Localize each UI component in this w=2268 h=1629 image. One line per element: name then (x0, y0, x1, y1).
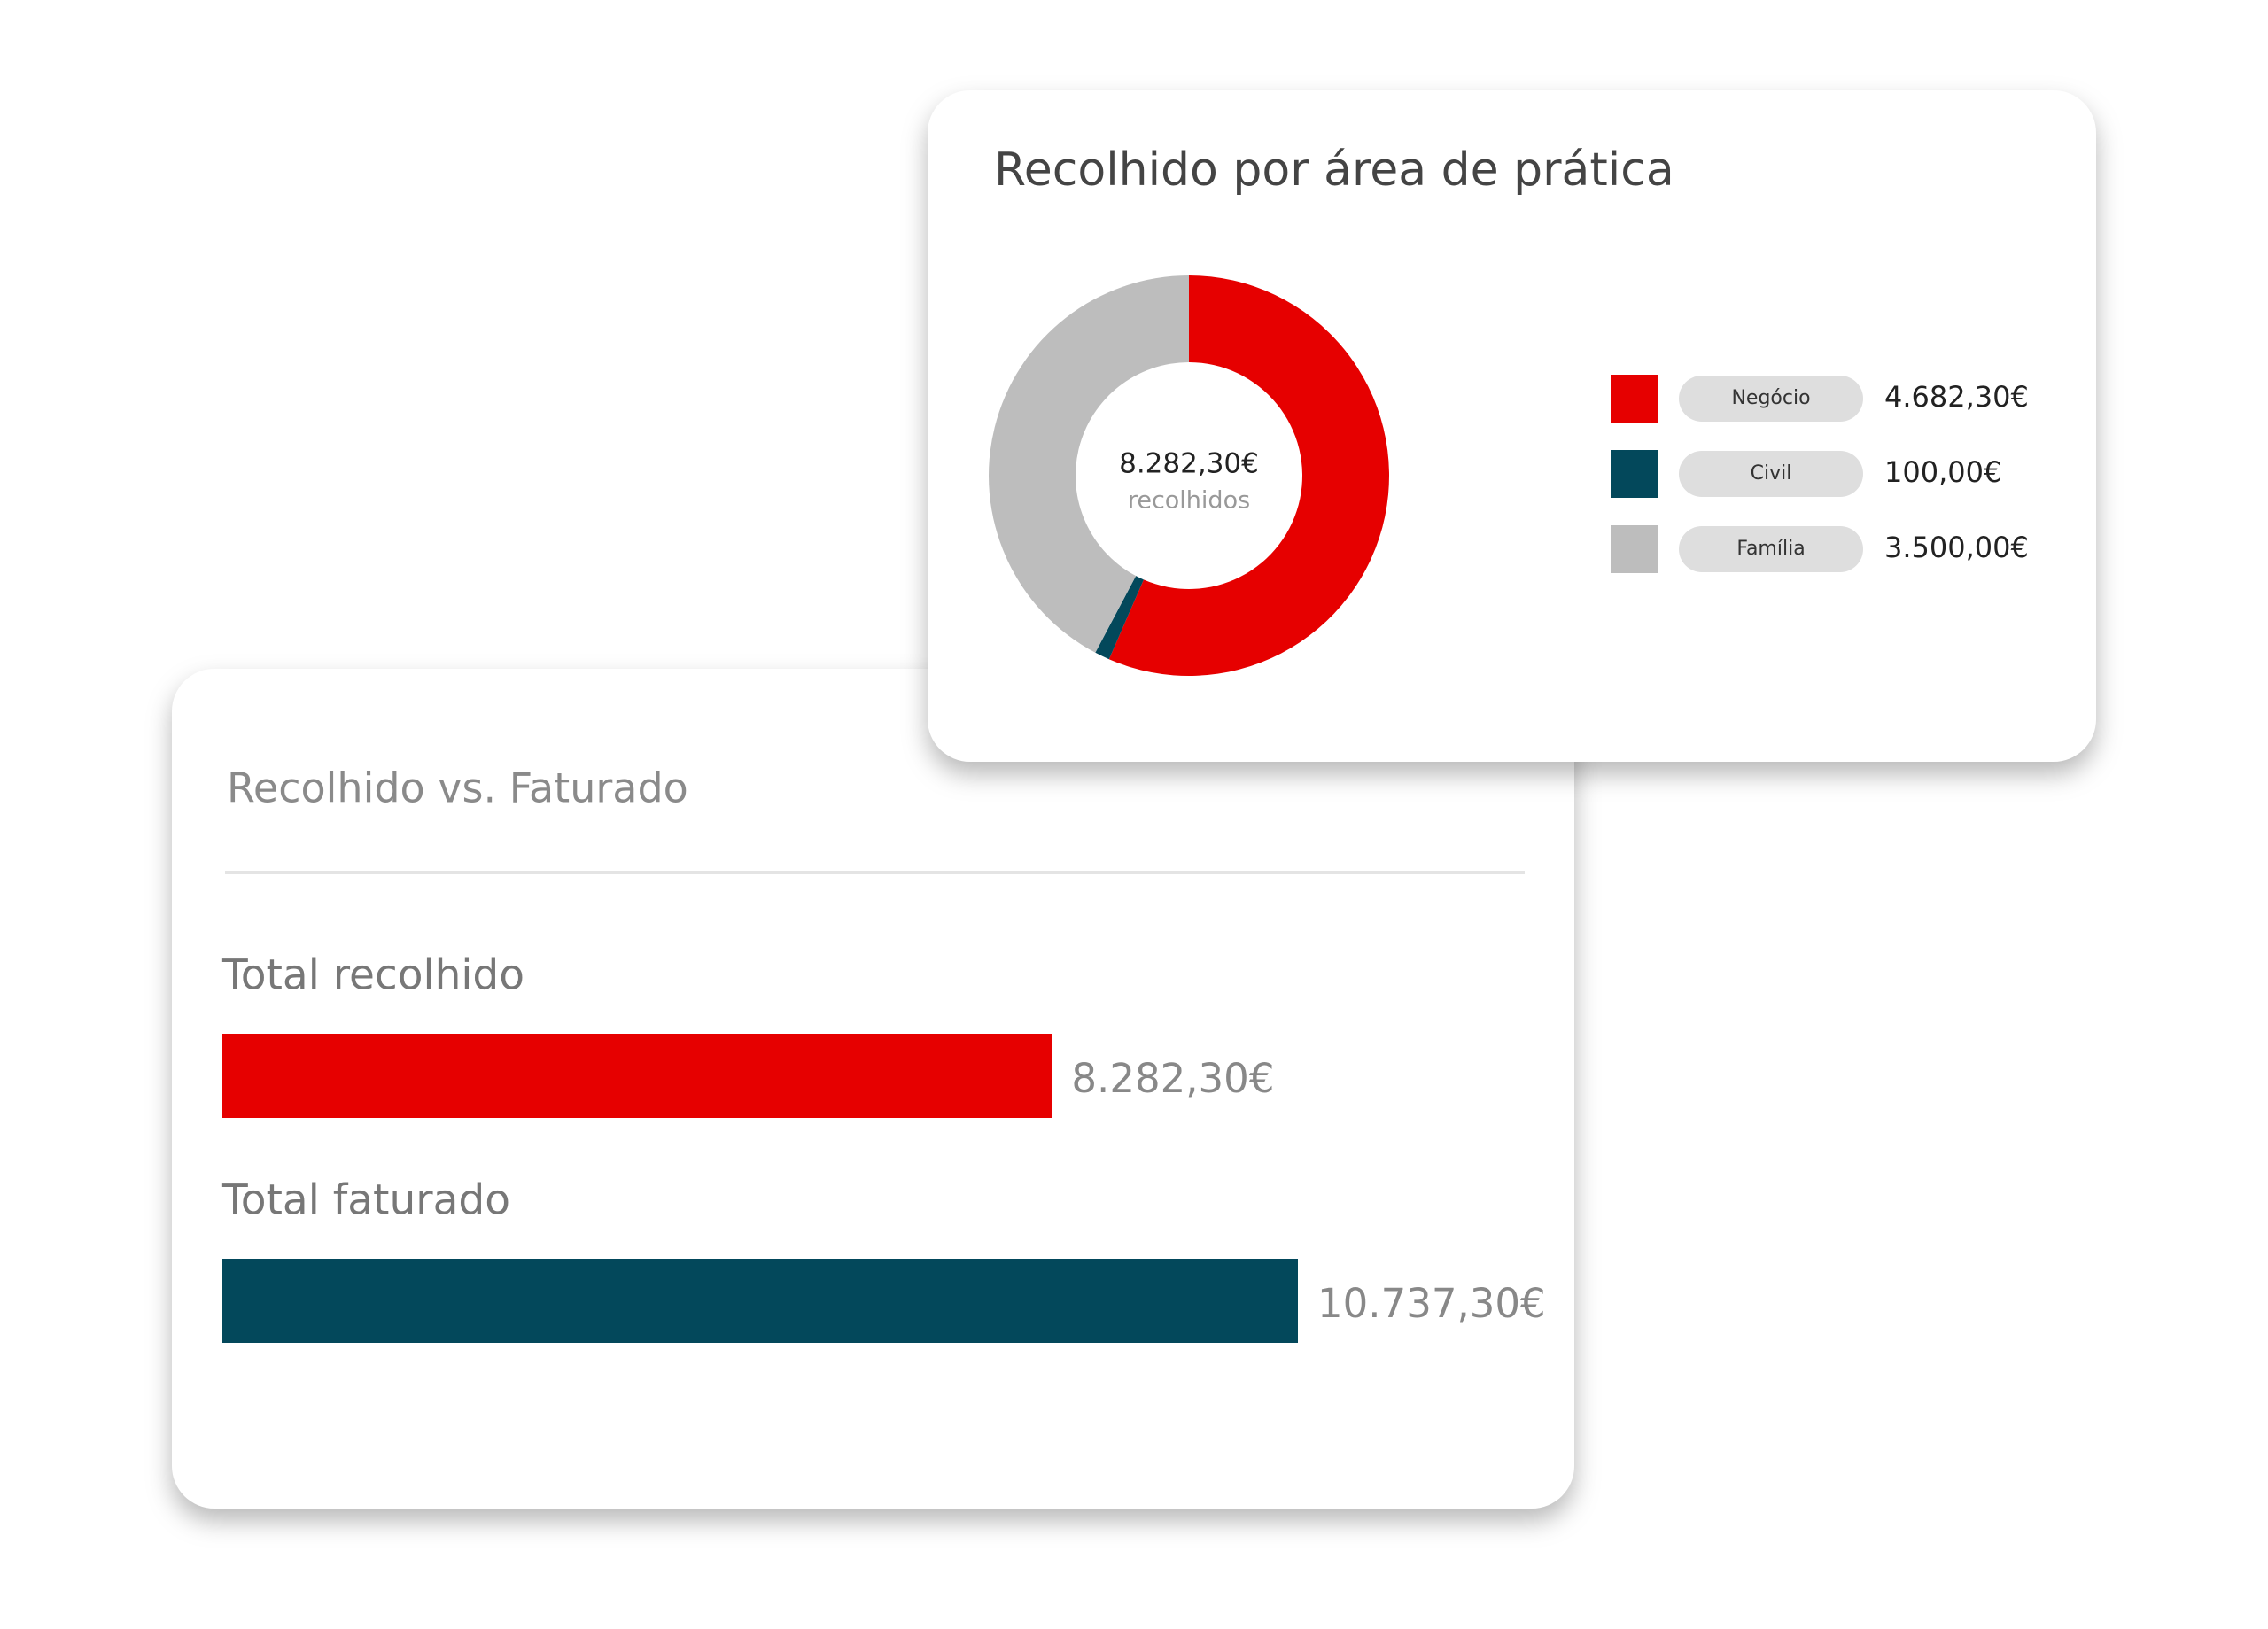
legend-value: 100,00€ (1884, 455, 2001, 489)
donut-segment (1108, 275, 1389, 676)
legend-label: Civil (1751, 462, 1792, 485)
bar-value-label: 8.282,30€ (1071, 1055, 1274, 1102)
legend-label: Negócio (1731, 387, 1810, 409)
legend-value: 4.682,30€ (1884, 380, 2029, 414)
donut-segment (1095, 576, 1144, 660)
legend-swatch (1611, 375, 1658, 423)
donut-segment (989, 275, 1189, 653)
legend-pill (1679, 526, 1863, 572)
donut-total: 8.282,30€ (1119, 448, 1259, 480)
legend-label: Família (1736, 538, 1805, 560)
legend-swatch (1611, 450, 1658, 498)
bar (222, 1259, 1298, 1343)
bar-chart: Total recolhido 8.282,30€ Total faturado 10… (221, 951, 1546, 1343)
legend-pill (1679, 376, 1863, 422)
legend-pill (1679, 451, 1863, 497)
donut-caption: recolhidos (1128, 487, 1250, 515)
bar-label: Total recolhido (221, 951, 524, 1000)
donut-card-title: Recolhido por área de prática (994, 144, 1674, 197)
bar-label: Total faturado (221, 1176, 510, 1225)
bar-value-label: 10.737,30€ (1317, 1280, 1546, 1327)
legend-value: 3.500,00€ (1884, 531, 2029, 564)
legend-swatch (1611, 525, 1658, 573)
bar (222, 1034, 1052, 1118)
donut-chart: 8.282,30€ recolhidos Negócio 4.682,30€ Civil… (989, 275, 2029, 676)
bar-card-title: Recolhido vs. Faturado (227, 764, 688, 812)
